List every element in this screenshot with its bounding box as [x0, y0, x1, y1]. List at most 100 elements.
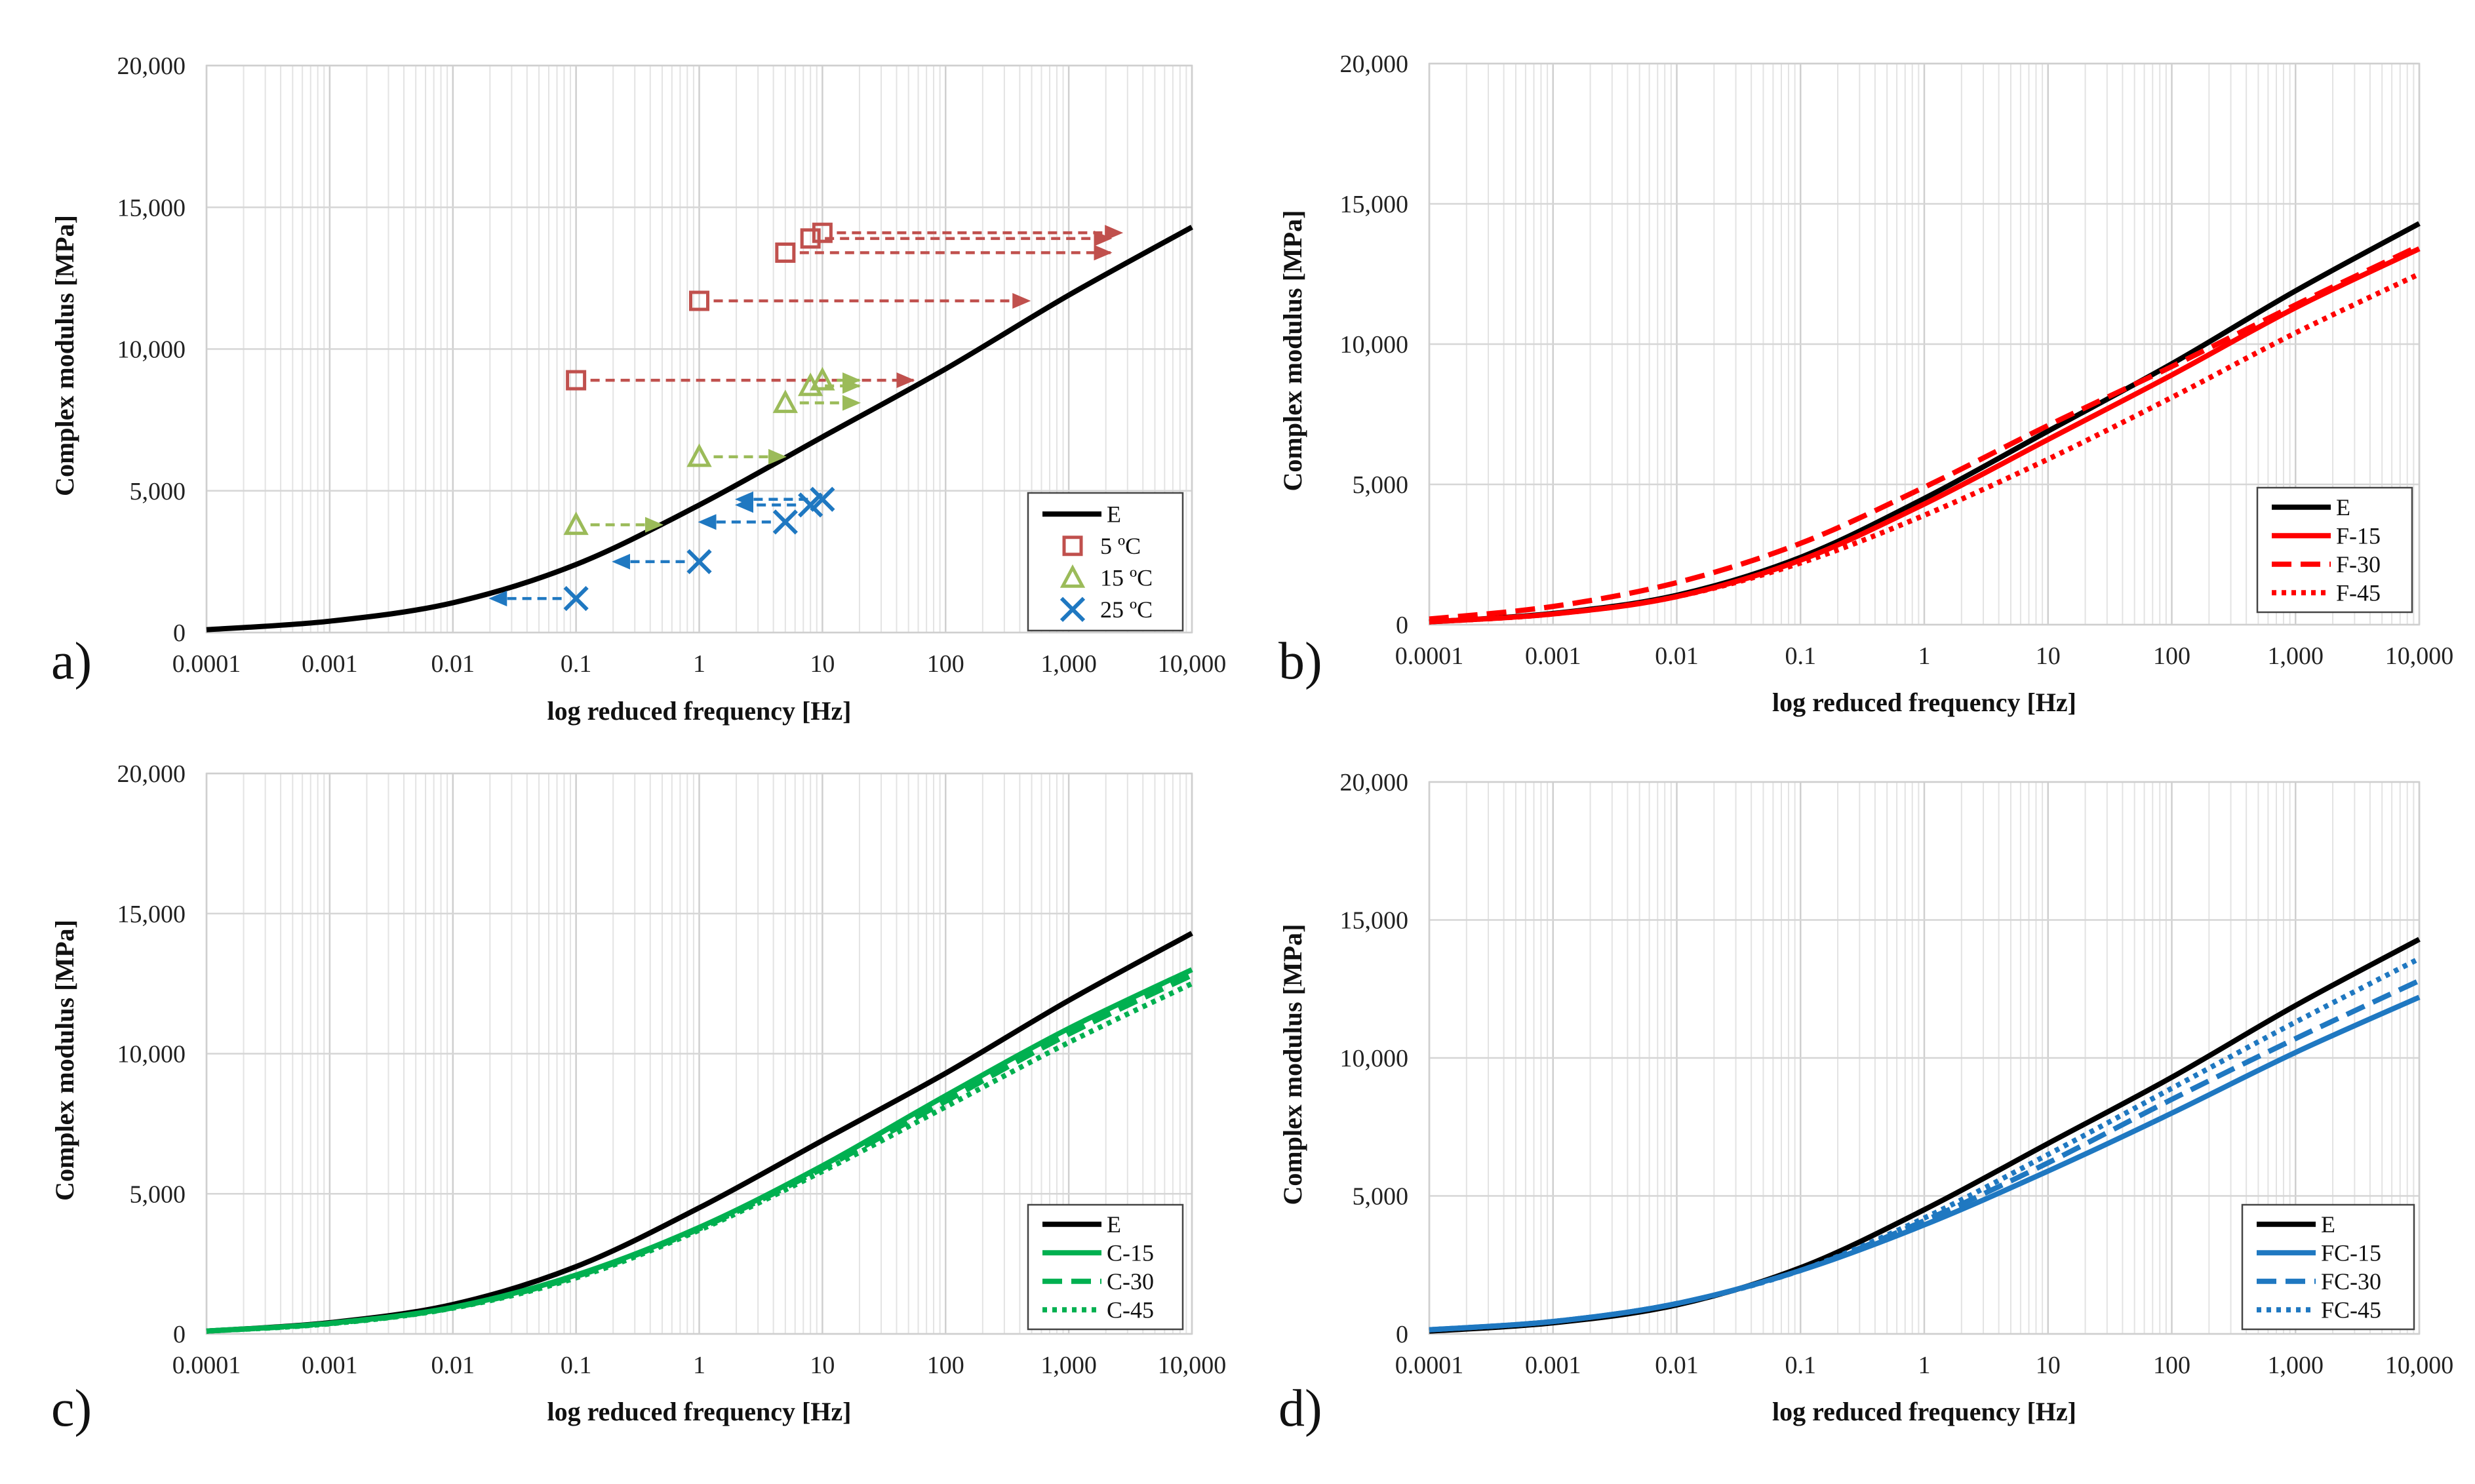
- plot-area-d: [1428, 781, 2421, 1335]
- panel-label: c): [51, 1380, 92, 1437]
- y-axis-title: Complex modulus [MPa]: [1278, 924, 1307, 1205]
- legend-label-e: E: [2321, 1211, 2335, 1238]
- plot-area-a: [205, 64, 1193, 634]
- y-tick-label: 20,000: [1340, 50, 1409, 78]
- x-tick-label: 100: [927, 650, 964, 678]
- legend-swatch-5-c: [1062, 536, 1083, 556]
- panel-label: b): [1278, 633, 1322, 690]
- y-tick-label: 5,000: [130, 478, 186, 505]
- data-point: [775, 242, 796, 263]
- x-tick-label: 0.01: [431, 1352, 475, 1379]
- x-tick-label: 100: [2153, 1352, 2190, 1379]
- x-tick-label: 0.001: [302, 1352, 358, 1379]
- legend-b: EF-15F-30F-45: [2256, 486, 2413, 614]
- y-tick-label: 10,000: [117, 336, 186, 364]
- legend-label-5-c: 5 ºC: [1100, 533, 1141, 559]
- legend-label-f-30: F-30: [2336, 551, 2381, 577]
- x-axis-title: log reduced frequency [Hz]: [1772, 1397, 2076, 1426]
- legend-label-e: E: [1107, 501, 1121, 527]
- x-tick-label: 1,000: [1040, 650, 1097, 678]
- x-tick-label: 0.0001: [1395, 642, 1464, 670]
- y-tick-label: 15,000: [1340, 907, 1409, 935]
- data-point: [800, 228, 821, 249]
- y-tick-label: 20,000: [1340, 769, 1409, 796]
- data-point: [563, 585, 589, 612]
- y-tick-label: 0: [173, 1321, 186, 1348]
- legend-swatch-15-c: [1059, 564, 1086, 588]
- data-point: [772, 389, 798, 414]
- y-tick-label: 15,000: [1340, 191, 1409, 218]
- x-axis-title: log reduced frequency [Hz]: [1772, 688, 2076, 717]
- x-tick-label: 0.1: [1785, 1352, 1817, 1379]
- y-tick-label: 10,000: [1340, 331, 1409, 359]
- x-tick-label: 0.01: [431, 650, 475, 678]
- series-15-c: [563, 366, 861, 536]
- y-tick-label: 0: [1396, 612, 1408, 639]
- y-tick-label: 5,000: [1353, 1183, 1409, 1211]
- legend-label-c-45: C-45: [1107, 1297, 1154, 1323]
- x-tick-label: 1: [693, 650, 705, 678]
- x-tick-label: 100: [2153, 642, 2190, 670]
- y-axis-title: Complex modulus [MPa]: [50, 215, 79, 496]
- x-tick-label: 10,000: [1158, 650, 1227, 678]
- series-line-fc-45: [1429, 956, 2421, 1333]
- data-point: [810, 486, 835, 512]
- panel-c: 0 5,000 10,000 15,000 20,000 0.0001 0.001 0.01 0…: [50, 760, 1226, 1437]
- series-25-c: [488, 486, 835, 612]
- legend-label-e: E: [1107, 1211, 1121, 1238]
- y-tick-label: 5,000: [130, 1181, 186, 1208]
- legend-label-fc-15: FC-15: [2321, 1240, 2381, 1266]
- x-tick-label: 1: [1918, 642, 1931, 670]
- x-tick-label: 10: [2036, 642, 2061, 670]
- panel-label: a): [51, 633, 92, 690]
- y-tick-label: 10,000: [117, 1041, 186, 1068]
- panel-b: 0 5,000 10,000 15,000 20,000 0.0001 0.001 0.01 0…: [1278, 50, 2453, 717]
- x-tick-label: 1,000: [2268, 1352, 2324, 1379]
- legend-label-c-15: C-15: [1107, 1240, 1154, 1266]
- x-tick-label: 100: [927, 1352, 964, 1379]
- x-tick-label: 1,000: [1040, 1352, 1097, 1379]
- data-point: [566, 370, 587, 391]
- data-point: [686, 549, 712, 574]
- x-tick-label: 10,000: [1158, 1352, 1227, 1379]
- legend-swatch-25-c: [1059, 596, 1086, 622]
- x-tick-label: 1,000: [2268, 642, 2324, 670]
- x-tick-label: 0.001: [1525, 642, 1581, 670]
- legend-label-25-c: 25 ºC: [1100, 596, 1153, 623]
- x-tick-label: 0.0001: [172, 650, 241, 678]
- series-group-d: [1429, 937, 2421, 1334]
- plot-area-b: [1428, 62, 2421, 626]
- series-line-f-45: [1429, 271, 2421, 625]
- y-tick-label: 0: [173, 619, 186, 647]
- gridlines-d: [1428, 781, 2421, 1335]
- x-tick-label: 0.0001: [172, 1352, 241, 1379]
- y-tick-label: 15,000: [117, 194, 186, 222]
- y-tick-label: 20,000: [117, 760, 186, 788]
- data-point: [686, 443, 712, 467]
- gridlines-a: [205, 64, 1193, 634]
- legend-label-e: E: [2336, 494, 2350, 520]
- y-tick-label: 20,000: [117, 52, 186, 80]
- plot-area-c: [205, 772, 1193, 1335]
- series-line-e: [206, 224, 1193, 633]
- x-axis-title: log reduced frequency [Hz]: [547, 1397, 851, 1426]
- x-tick-label: 10,000: [2385, 1352, 2454, 1379]
- series-line-c-45: [206, 981, 1193, 1334]
- y-axis-title: Complex modulus [MPa]: [50, 920, 79, 1201]
- data-point: [810, 366, 835, 391]
- x-tick-label: 0.1: [561, 650, 592, 678]
- panel-a: 0 5,000 10,000 15,000 20,000 0.0001 0.001 0.01 0…: [50, 52, 1226, 726]
- y-tick-label: 5,000: [1353, 471, 1409, 499]
- x-axis-title: log reduced frequency [Hz]: [547, 696, 851, 726]
- panel-label: d): [1278, 1380, 1322, 1437]
- x-tick-label: 10: [2036, 1352, 2061, 1379]
- y-tick-label: 10,000: [1340, 1045, 1409, 1072]
- legend-a: E 5 ºC 15 ºC 25 ºC: [1027, 492, 1184, 632]
- data-point: [812, 222, 833, 243]
- x-tick-label: 0.01: [1655, 642, 1699, 670]
- legend-label-c-30: C-30: [1107, 1268, 1154, 1295]
- y-tick-label: 0: [1396, 1321, 1408, 1348]
- series-5-c: [566, 222, 1124, 391]
- x-tick-label: 10,000: [2385, 642, 2454, 670]
